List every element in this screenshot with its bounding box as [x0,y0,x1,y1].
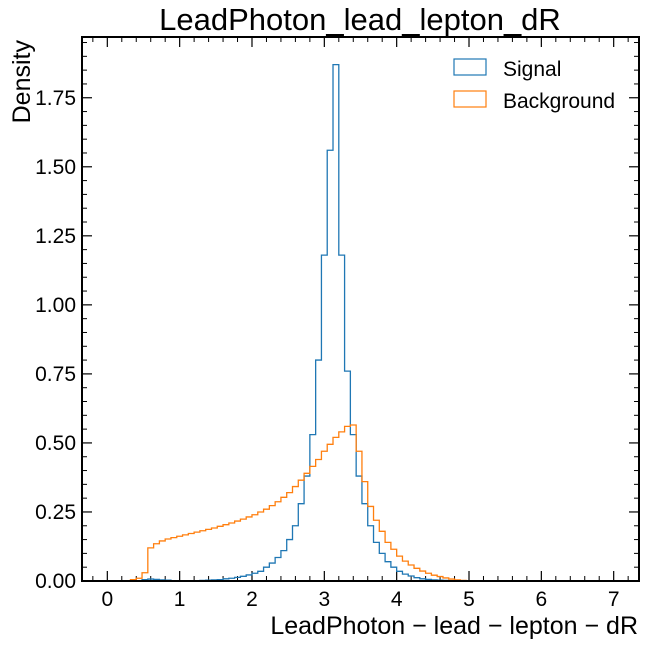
y-tick-label: 1.75 [35,87,76,110]
x-tick-label: 3 [318,588,330,611]
x-tick-label: 2 [246,588,258,611]
x-tick-label: 1 [174,588,186,611]
x-tick-label: 6 [536,588,548,611]
axis-ticks [82,37,639,582]
y-tick-label: 1.00 [35,294,76,317]
x-axis-label: LeadPhoton − lead − lepton − dR [270,612,638,640]
y-tick-label: 1.50 [35,156,76,179]
legend-label-background: Background [503,90,615,113]
y-tick-label: 1.25 [35,225,76,248]
plot-frame [81,36,640,582]
x-tick-label: 0 [101,588,113,611]
legend-swatch-signal [453,58,487,76]
y-tick-label: 0.50 [35,432,76,455]
series-signal-step [107,63,472,582]
chart-title: LeadPhoton_lead_lepton_dR [159,2,561,37]
legend: Signal Background [453,58,615,113]
x-tick-label: 5 [463,588,475,611]
legend-label-signal: Signal [503,58,561,81]
y-axis-label: Density [8,40,36,124]
series-layer [107,63,478,582]
y-tick-label: 0.00 [35,570,76,593]
y-tick-label: 0.25 [35,501,76,524]
y-tick-label: 0.75 [35,363,76,386]
x-tick-label: 7 [608,588,620,611]
x-tick-label: 4 [391,588,403,611]
series-background-step [107,424,478,582]
axis-tick-labels: 0 1 2 3 4 5 6 7 0.00 0.25 0.50 0.75 1.00 1.25 1.50 1.75 [35,87,619,611]
legend-swatch-background [453,90,487,108]
